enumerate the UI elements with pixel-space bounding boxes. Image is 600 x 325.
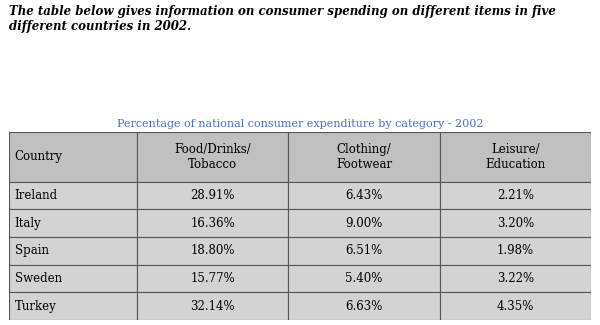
Bar — [137, 237, 289, 265]
Bar — [440, 265, 591, 292]
Text: Turkey: Turkey — [15, 300, 56, 313]
Text: Ireland: Ireland — [15, 189, 58, 202]
Bar — [137, 292, 289, 320]
Bar — [9, 265, 137, 292]
Bar — [9, 209, 137, 237]
Bar — [440, 182, 591, 209]
Text: 6.43%: 6.43% — [346, 189, 383, 202]
Bar — [137, 132, 289, 182]
Text: The table below gives information on consumer spending on different items in fiv: The table below gives information on con… — [9, 5, 556, 33]
Text: Spain: Spain — [15, 244, 49, 257]
Bar — [9, 292, 137, 320]
Bar — [9, 182, 137, 209]
Text: Sweden: Sweden — [15, 272, 62, 285]
Text: 6.51%: 6.51% — [346, 244, 383, 257]
Bar — [440, 209, 591, 237]
Text: 5.40%: 5.40% — [346, 272, 383, 285]
Bar — [440, 237, 591, 265]
Text: Clothing/
Footwear: Clothing/ Footwear — [336, 143, 392, 171]
Text: Percentage of national consumer expenditure by category - 2002: Percentage of national consumer expendit… — [117, 119, 483, 129]
Text: 6.63%: 6.63% — [346, 300, 383, 313]
Bar — [9, 237, 137, 265]
Bar — [289, 237, 440, 265]
Bar — [440, 292, 591, 320]
Text: 9.00%: 9.00% — [346, 216, 383, 229]
Bar — [289, 265, 440, 292]
Bar — [137, 265, 289, 292]
Text: 4.35%: 4.35% — [497, 300, 534, 313]
Text: 18.80%: 18.80% — [190, 244, 235, 257]
Text: 3.20%: 3.20% — [497, 216, 534, 229]
Bar — [137, 182, 289, 209]
Bar — [289, 182, 440, 209]
Bar — [289, 209, 440, 237]
Text: Leisure/
Education: Leisure/ Education — [485, 143, 545, 171]
Bar — [137, 209, 289, 237]
Text: 32.14%: 32.14% — [190, 300, 235, 313]
Bar — [440, 132, 591, 182]
Text: 15.77%: 15.77% — [190, 272, 235, 285]
Text: 16.36%: 16.36% — [190, 216, 235, 229]
Bar — [289, 132, 440, 182]
Text: 2.21%: 2.21% — [497, 189, 534, 202]
Text: 3.22%: 3.22% — [497, 272, 534, 285]
Text: Country: Country — [15, 150, 63, 163]
Text: 1.98%: 1.98% — [497, 244, 534, 257]
Bar — [289, 292, 440, 320]
Text: 28.91%: 28.91% — [190, 189, 235, 202]
Text: Food/Drinks/
Tobacco: Food/Drinks/ Tobacco — [175, 143, 251, 171]
Text: Italy: Italy — [15, 216, 41, 229]
Bar — [9, 132, 137, 182]
